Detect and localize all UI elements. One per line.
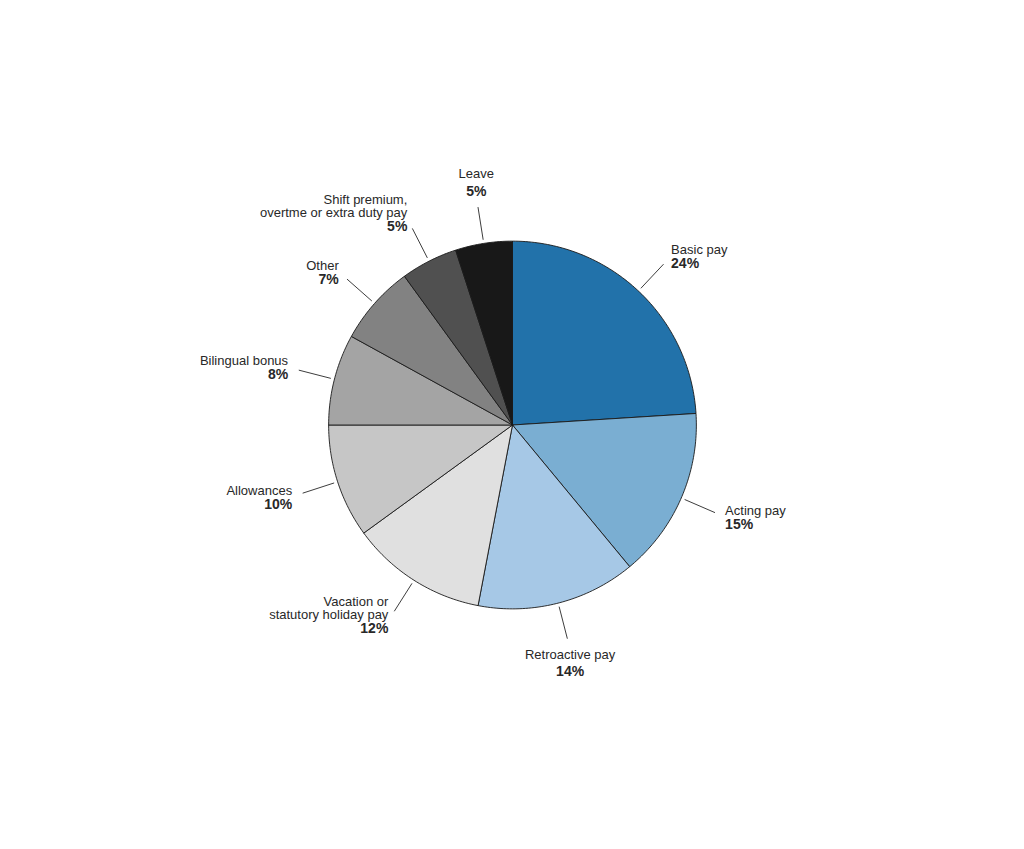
svg-text:Bilingual bonus: Bilingual bonus bbox=[199, 353, 289, 369]
svg-text:7%: 7% bbox=[318, 271, 339, 287]
svg-text:14%: 14% bbox=[556, 663, 585, 679]
svg-text:12%: 12% bbox=[360, 620, 389, 636]
svg-text:5%: 5% bbox=[387, 218, 408, 234]
svg-text:Shift premium,overtme or extra: Shift premium,overtme or extra duty pay bbox=[260, 192, 408, 220]
svg-text:Allowances: Allowances bbox=[226, 482, 293, 498]
svg-text:Basic pay: Basic pay bbox=[671, 242, 728, 258]
svg-text:8%: 8% bbox=[268, 366, 289, 382]
svg-text:Other: Other bbox=[306, 257, 339, 273]
svg-text:Leave: Leave bbox=[459, 166, 494, 181]
svg-text:15%: 15% bbox=[725, 516, 754, 532]
svg-text:24%: 24% bbox=[671, 255, 700, 271]
svg-text:Vacation orstatutory holiday p: Vacation orstatutory holiday pay bbox=[269, 594, 389, 622]
svg-text:Acting pay: Acting pay bbox=[725, 503, 786, 518]
svg-text:5%: 5% bbox=[466, 183, 487, 199]
svg-text:10%: 10% bbox=[264, 496, 293, 512]
svg-text:Retroactive pay: Retroactive pay bbox=[525, 647, 616, 662]
